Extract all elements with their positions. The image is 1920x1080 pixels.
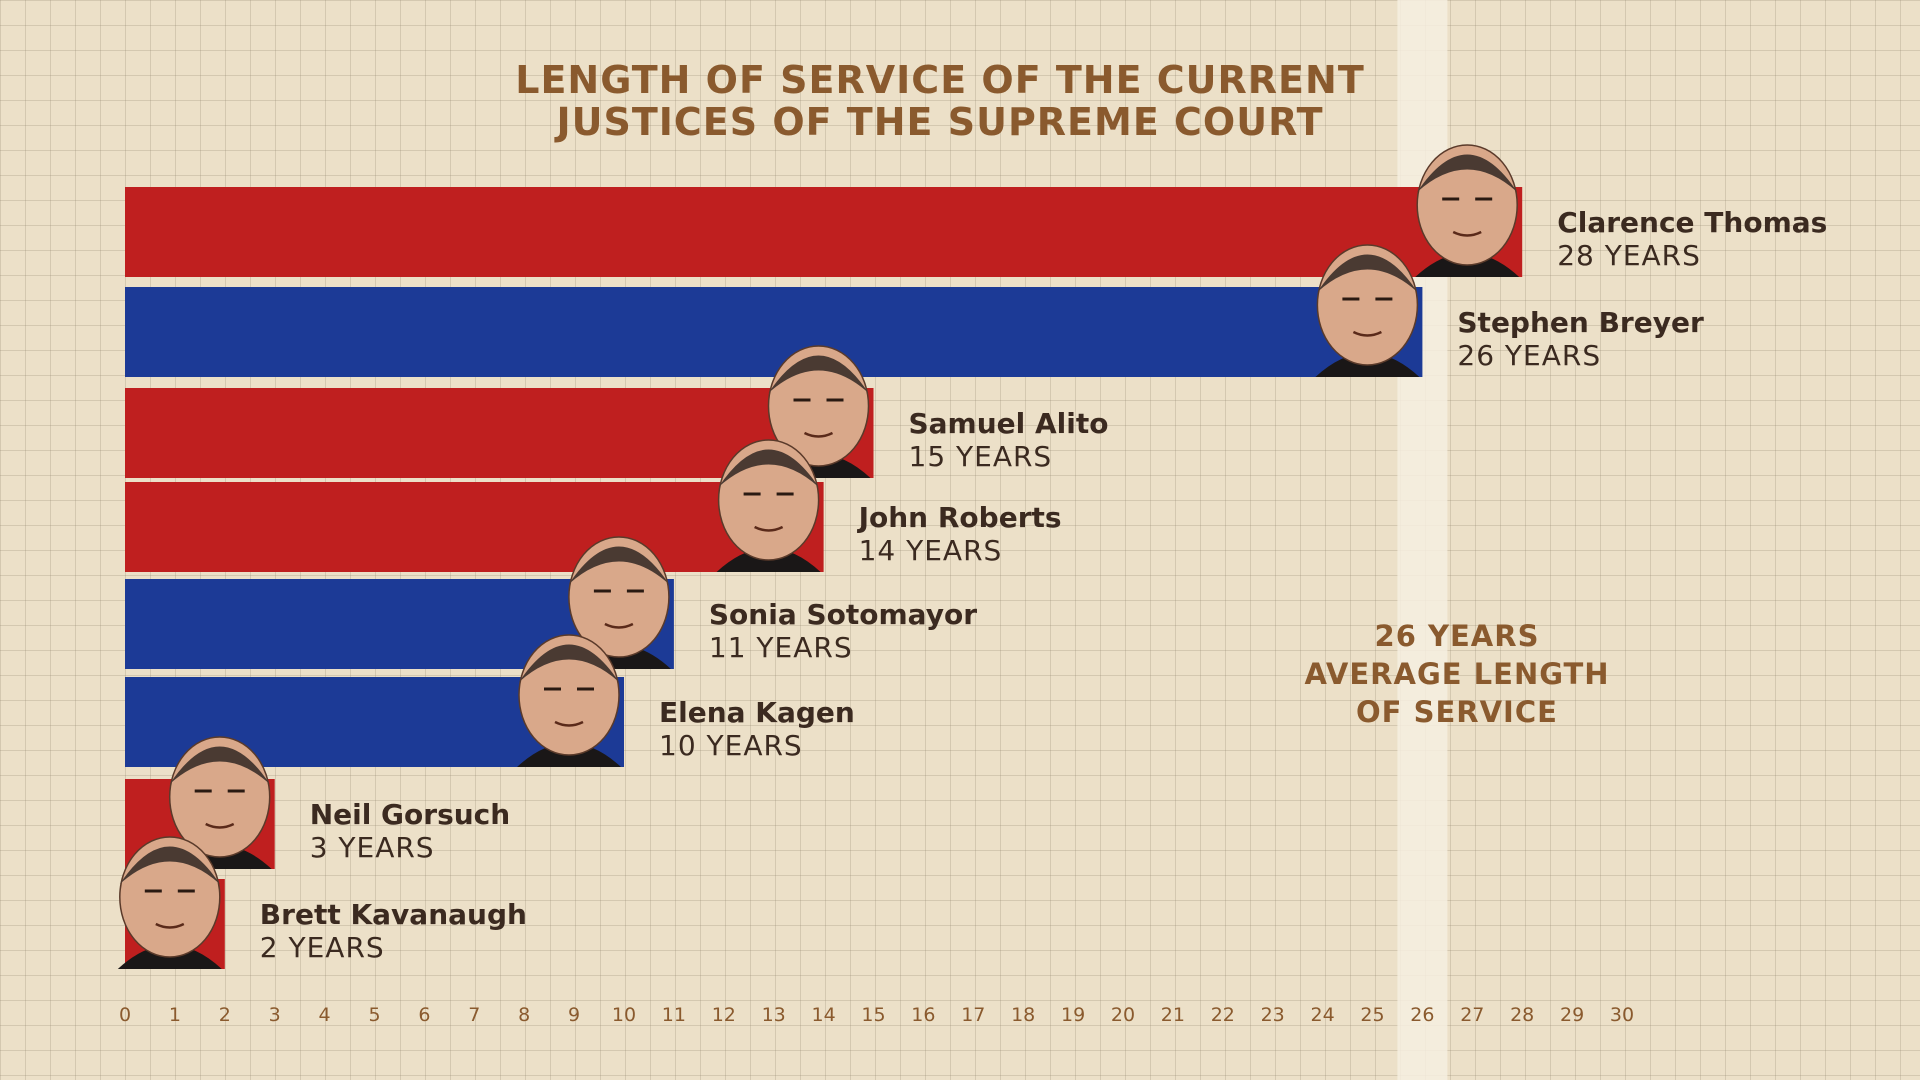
x-tick-label-13: 13 — [762, 1004, 786, 1026]
x-tick-label-9: 9 — [568, 1004, 580, 1026]
justice-portrait-1 — [1315, 244, 1420, 377]
x-tick-label-14: 14 — [812, 1004, 836, 1026]
mouth — [554, 720, 584, 727]
mouth — [803, 431, 834, 438]
x-tick-label-1: 1 — [169, 1004, 181, 1026]
x-tick-label-26: 26 — [1410, 1004, 1434, 1026]
x-tick-label-2: 2 — [219, 1004, 231, 1026]
bar-years-label-0: 28 YEARS — [1557, 239, 1701, 272]
bar-name-label-1: Stephen Breyer — [1457, 306, 1704, 339]
hair-shape — [768, 355, 869, 393]
x-tick-label-24: 24 — [1311, 1004, 1335, 1026]
x-tick-label-7: 7 — [468, 1004, 480, 1026]
average-value-label: 26 YEARS — [1375, 619, 1540, 653]
justice-portrait-3 — [716, 439, 821, 572]
x-tick-label-27: 27 — [1460, 1004, 1484, 1026]
x-tick-label-3: 3 — [269, 1004, 281, 1026]
bar-years-label-2: 15 YEARS — [909, 440, 1053, 473]
x-tick-label-4: 4 — [319, 1004, 331, 1026]
justice-portrait-0 — [1415, 144, 1520, 277]
x-tick-label-15: 15 — [861, 1004, 885, 1026]
bar-0 — [125, 187, 1523, 277]
x-tick-label-29: 29 — [1560, 1004, 1584, 1026]
x-tick-label-10: 10 — [612, 1004, 636, 1026]
bar-name-label-2: Samuel Alito — [909, 407, 1109, 440]
x-tick-label-0: 0 — [119, 1004, 131, 1026]
bar-name-label-4: Sonia Sotomayor — [709, 598, 977, 631]
hair-shape — [568, 546, 669, 584]
x-tick-label-11: 11 — [662, 1004, 686, 1026]
bar-name-label-5: Elena Kagen — [659, 696, 855, 729]
mouth — [1352, 330, 1382, 337]
x-tick-label-16: 16 — [911, 1004, 935, 1026]
mouth — [205, 822, 235, 829]
x-tick-label-21: 21 — [1161, 1004, 1185, 1026]
bar-years-label-4: 11 YEARS — [709, 631, 853, 664]
hair-shape — [1417, 154, 1518, 192]
bar-name-label-0: Clarence Thomas — [1557, 206, 1827, 239]
x-tick-label-6: 6 — [418, 1004, 430, 1026]
average-caption-line-2: OF SERVICE — [1356, 695, 1558, 729]
hair-shape — [718, 449, 819, 487]
bar-years-label-5: 10 YEARS — [659, 729, 803, 762]
justice-portrait-5 — [517, 634, 621, 767]
x-tick-label-8: 8 — [518, 1004, 530, 1026]
mouth — [155, 922, 185, 929]
chart-title: LENGTH OF SERVICE OF THE CURRENT JUSTICE… — [515, 58, 1365, 144]
hair-shape — [1317, 254, 1418, 292]
x-tick-label-17: 17 — [961, 1004, 985, 1026]
justice-portrait-2 — [766, 345, 871, 478]
bar-years-label-7: 2 YEARS — [260, 931, 385, 964]
hair-shape — [169, 746, 270, 784]
chart-title-line-2: JUSTICES OF THE SUPREME COURT — [553, 100, 1323, 144]
bar-years-label-3: 14 YEARS — [859, 534, 1003, 567]
bar-3 — [125, 482, 824, 572]
chart-title-line-1: LENGTH OF SERVICE OF THE CURRENT — [515, 58, 1365, 102]
mouth — [754, 525, 784, 532]
bar-name-label-7: Brett Kavanaugh — [260, 898, 527, 931]
x-tick-label-20: 20 — [1111, 1004, 1135, 1026]
justice-portrait-7 — [117, 836, 222, 969]
bar-years-label-6: 3 YEARS — [310, 831, 435, 864]
x-tick-label-19: 19 — [1061, 1004, 1085, 1026]
average-caption-line-1: AVERAGE LENGTH — [1304, 657, 1609, 691]
x-tick-label-23: 23 — [1261, 1004, 1285, 1026]
bars-layer — [117, 144, 1523, 969]
hair-shape — [519, 644, 619, 682]
x-tick-label-5: 5 — [368, 1004, 380, 1026]
bar-name-label-6: Neil Gorsuch — [310, 798, 511, 831]
x-tick-label-28: 28 — [1510, 1004, 1534, 1026]
x-tick-label-12: 12 — [712, 1004, 736, 1026]
mouth — [1452, 230, 1482, 237]
x-tick-label-30: 30 — [1610, 1004, 1634, 1026]
bar-name-label-3: John Roberts — [857, 501, 1062, 534]
mouth — [604, 622, 634, 629]
average-annotation: 26 YEARS AVERAGE LENGTH OF SERVICE — [1304, 619, 1609, 729]
x-tick-label-25: 25 — [1360, 1004, 1384, 1026]
x-axis-ticks: 0 1 2 3 4 5 6 7 8 9 10 11 12 13 14 15 16 17 18 19 20 21 22 23 24… — [119, 1004, 1634, 1026]
x-tick-label-22: 22 — [1211, 1004, 1235, 1026]
x-tick-label-18: 18 — [1011, 1004, 1035, 1026]
bar-1 — [125, 287, 1423, 377]
hair-shape — [119, 846, 220, 884]
bar-years-label-1: 26 YEARS — [1457, 339, 1601, 372]
